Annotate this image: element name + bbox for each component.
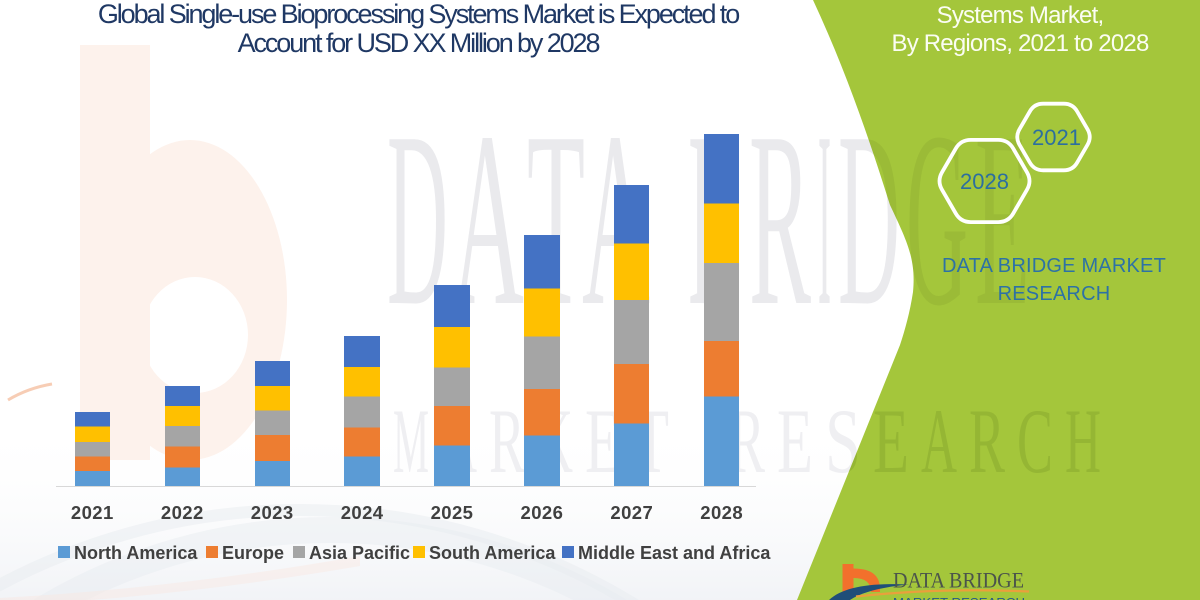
svg-text:A: A	[921, 390, 957, 492]
svg-text:E: E	[873, 390, 909, 492]
svg-text:R: R	[489, 390, 525, 492]
svg-text:H: H	[1065, 390, 1101, 492]
svg-text:MARKET RESEARCH: MARKET RESEARCH	[893, 598, 1025, 600]
svg-text:G: G	[906, 81, 968, 358]
svg-text:I: I	[818, 81, 831, 358]
svg-text:R: R	[969, 390, 1005, 492]
svg-text:R: R	[749, 81, 811, 358]
svg-text:M: M	[393, 390, 429, 492]
svg-text:DATA BRIDGE: DATA BRIDGE	[893, 568, 1024, 593]
svg-text:E: E	[777, 390, 813, 492]
svg-text:C: C	[1017, 390, 1053, 492]
